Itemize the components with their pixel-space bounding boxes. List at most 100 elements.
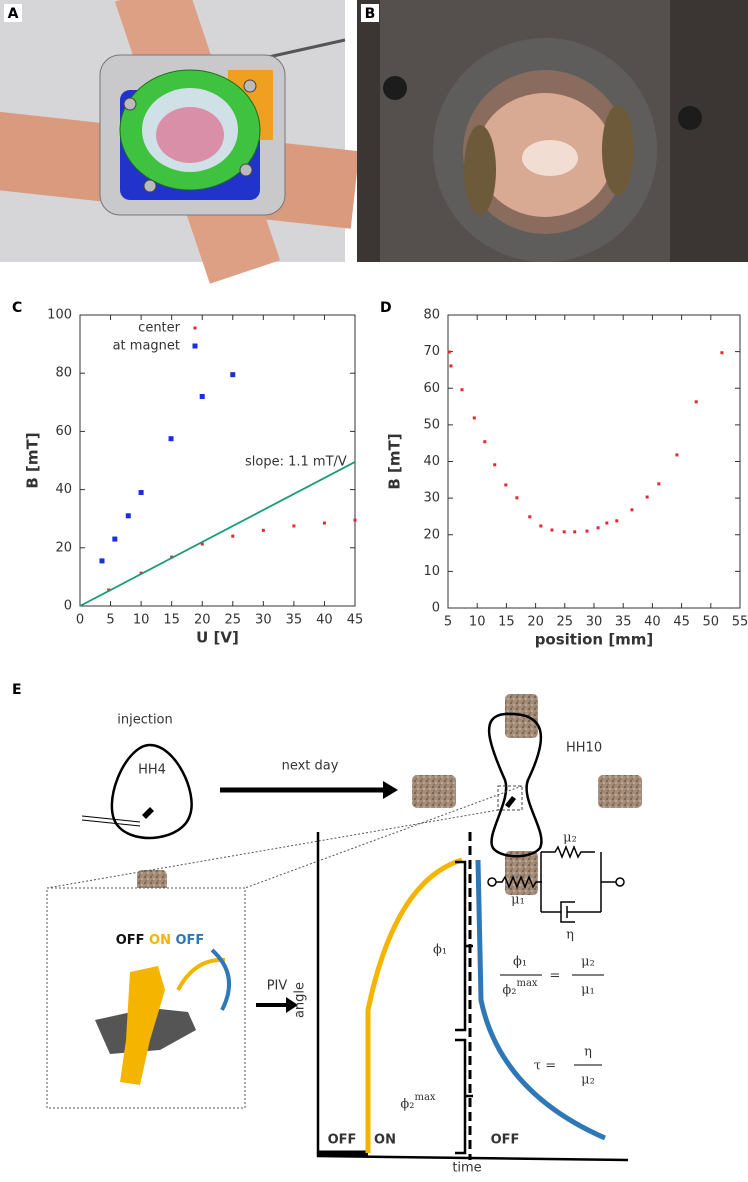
legend-marker	[193, 326, 197, 330]
panel-label: E	[12, 682, 22, 698]
screw	[243, 79, 257, 93]
legend-label: center	[138, 321, 180, 336]
screw	[123, 97, 137, 111]
label-box	[4, 4, 22, 22]
data-point	[515, 496, 519, 500]
screw	[239, 163, 253, 177]
tissue-on	[120, 966, 165, 1085]
magnet	[464, 125, 496, 215]
plot-frame	[79, 314, 356, 607]
data-point	[199, 393, 205, 399]
formula-ratio: ϕ₁ ϕ₂max = μ₂ μ₁	[500, 955, 604, 998]
y-tick-label: 50	[423, 417, 440, 432]
x-tick-label: 35	[615, 615, 632, 630]
legend-label: at magnet	[113, 339, 180, 354]
data-point	[168, 436, 174, 442]
y-tick-label: 70	[423, 344, 440, 359]
data-point	[504, 483, 508, 487]
state-legend: OFF ON OFF	[116, 933, 205, 948]
injection-site	[142, 807, 154, 819]
denominator: ϕ₂max	[502, 978, 538, 998]
rheology-model	[487, 844, 625, 923]
data-point	[447, 350, 451, 354]
response-axes	[316, 832, 629, 1162]
magnet	[598, 775, 642, 808]
den-base: ϕ₂	[502, 983, 516, 998]
data-point	[125, 513, 131, 519]
data-point	[585, 529, 589, 533]
data-point	[112, 536, 118, 542]
x-tick-label: 55	[732, 615, 748, 630]
phi1-label: ϕ₁	[433, 943, 447, 958]
phi2-label: ϕ₂max	[400, 1092, 436, 1112]
data-point	[99, 558, 105, 564]
phase-label: OFF	[328, 1133, 357, 1148]
y-tick-label: 80	[55, 366, 72, 381]
pipette	[81, 815, 141, 827]
x-tick-label: 40	[316, 613, 333, 628]
x-tick-label: 15	[163, 613, 180, 628]
phase-label: OFF	[491, 1133, 520, 1148]
x-tick-label: 15	[498, 615, 515, 630]
data-point	[449, 364, 453, 368]
numerator: ϕ₁	[513, 955, 527, 970]
y-tick-label: 60	[55, 424, 72, 439]
legend-off: OFF	[176, 933, 205, 948]
x-tick-label: 5	[106, 613, 114, 628]
panel-b-image: B	[357, 0, 748, 262]
mu1-label: μ₁	[511, 893, 525, 908]
panel-label: C	[12, 300, 22, 316]
x-tick-label: 40	[644, 615, 661, 630]
data-point	[493, 463, 497, 467]
eta-label: η	[566, 928, 574, 943]
x-tick-label: 10	[133, 613, 150, 628]
y-tick-label: 20	[423, 527, 440, 542]
legend-on: ON	[149, 933, 171, 948]
data-point	[596, 526, 600, 530]
y-tick-label: 0	[432, 601, 440, 616]
numerator: μ₂	[581, 955, 595, 970]
data-point	[605, 521, 609, 525]
x-tick-label: 45	[347, 613, 364, 628]
off-trace	[475, 859, 607, 1141]
denominator: μ₂	[581, 1073, 595, 1088]
x-tick-label: 0	[76, 613, 84, 628]
screw	[383, 76, 407, 100]
data-point	[353, 518, 357, 522]
x-axis-label: position [mm]	[535, 631, 654, 649]
mu2-label: μ₂	[563, 831, 577, 846]
y-axis-label: B [mT]	[24, 432, 42, 488]
x-tick-label: 45	[673, 615, 690, 630]
den-sup: max	[516, 978, 537, 989]
data-point	[292, 524, 296, 528]
panel-label: A	[8, 6, 19, 22]
data-point	[720, 351, 724, 355]
x-tick-label: 35	[286, 613, 303, 628]
x-axis-label: time	[452, 1161, 481, 1176]
x-tick-label: 20	[194, 613, 211, 628]
zoom-box	[497, 785, 523, 811]
data-point	[630, 508, 634, 512]
data-point	[200, 542, 204, 546]
lhs: τ =	[534, 1059, 556, 1074]
data-point	[460, 388, 464, 392]
y-tick-label: 40	[55, 482, 72, 497]
y-tick-label: 80	[423, 308, 440, 323]
y-tick-label: 40	[423, 454, 440, 469]
data-point	[231, 534, 235, 538]
data-point	[694, 400, 698, 404]
legend-off: OFF	[116, 933, 145, 948]
formula-tau: τ = η μ₂	[534, 1045, 602, 1088]
sample	[156, 107, 224, 163]
terminal	[487, 877, 497, 887]
next-day-label: next day	[282, 759, 339, 774]
x-tick-label: 30	[255, 613, 272, 628]
data-point	[322, 521, 326, 525]
embryo-hh10	[488, 712, 543, 858]
brackets	[455, 860, 473, 1155]
legend-marker	[192, 343, 198, 349]
y-tick-label: 100	[47, 308, 72, 323]
embryo-hh4	[110, 743, 193, 840]
terminal	[615, 877, 625, 887]
data-point	[230, 372, 236, 378]
